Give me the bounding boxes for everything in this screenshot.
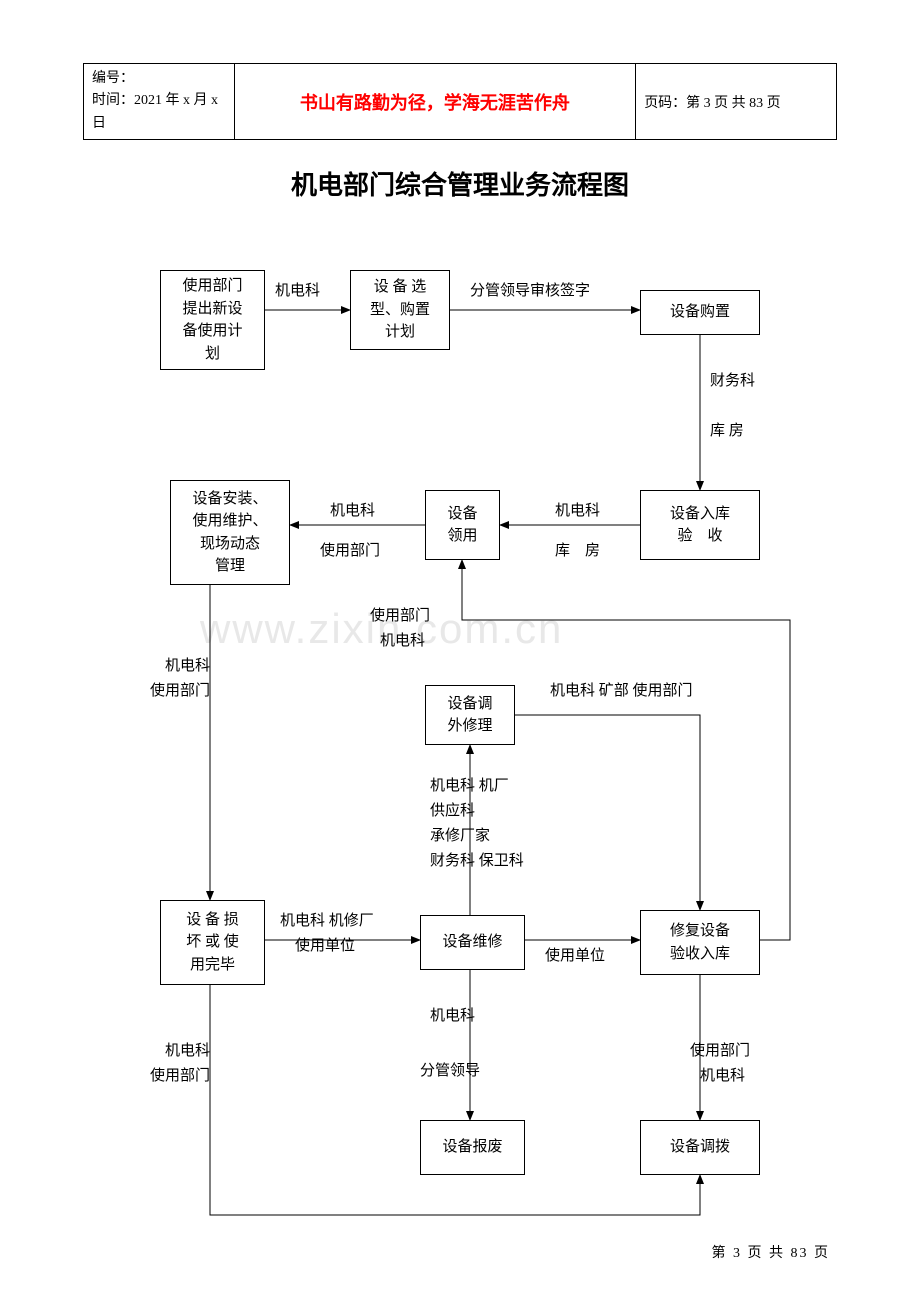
edge-label-4: 机电科 [555, 500, 600, 523]
flow-node-n5: 设备领用 [425, 490, 500, 560]
edge-label-21: 分管领导 [420, 1060, 480, 1083]
flow-node-n9: 设备维修 [420, 915, 525, 970]
edge-label-22: 使用部门 [690, 1040, 750, 1063]
edge-label-11: 机电科 [165, 655, 210, 678]
flow-node-n10: 修复设备验收入库 [640, 910, 760, 975]
edge-label-10: 机电科 矿部 使用部门 [550, 680, 693, 703]
edge-label-23: 机电科 [700, 1065, 745, 1088]
flow-node-n11: 设备报废 [420, 1120, 525, 1175]
flow-node-n12: 设备调拨 [640, 1120, 760, 1175]
edge-label-9: 机电科 [380, 630, 425, 653]
edge-label-12: 使用部门 [150, 680, 210, 703]
edge-label-14: 供应科 [430, 800, 475, 823]
edge-label-15: 承修厂家 [430, 825, 490, 848]
edge-label-16: 财务科 保卫科 [430, 850, 524, 873]
flow-node-n6: 设备安装、使用维护、现场动态管理 [170, 480, 290, 585]
flowchart-diagram: 使用部门提出新设备使用计划设 备 选型、购置计划设备购置设备入库验 收设备领用设… [0, 0, 920, 1302]
edge-label-13: 机电科 机厂 [430, 775, 509, 798]
edge-label-17: 机电科 机修厂 [280, 910, 374, 933]
edge-label-3: 库 房 [710, 420, 744, 443]
edge-label-0: 机电科 [275, 280, 320, 303]
flow-node-n1: 使用部门提出新设备使用计划 [160, 270, 265, 370]
edge-label-24: 机电科 [165, 1040, 210, 1063]
flow-node-n3: 设备购置 [640, 290, 760, 335]
flow-node-n8: 设 备 损坏 或 使用完毕 [160, 900, 265, 985]
edge-label-2: 财务科 [710, 370, 755, 393]
edge-label-7: 使用部门 [320, 540, 380, 563]
flow-node-n4: 设备入库验 收 [640, 490, 760, 560]
edge-label-19: 使用单位 [545, 945, 605, 968]
edge-label-20: 机电科 [430, 1005, 475, 1028]
edge-label-25: 使用部门 [150, 1065, 210, 1088]
edge-label-18: 使用单位 [295, 935, 355, 958]
edge-label-8: 使用部门 [370, 605, 430, 628]
flow-node-n7: 设备调外修理 [425, 685, 515, 745]
edge-label-5: 库 房 [555, 540, 600, 563]
flow-node-n2: 设 备 选型、购置计划 [350, 270, 450, 350]
edge-label-6: 机电科 [330, 500, 375, 523]
edge-label-1: 分管领导审核签字 [470, 280, 590, 303]
